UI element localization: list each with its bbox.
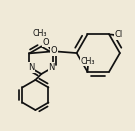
Text: CH₃: CH₃ bbox=[81, 57, 95, 66]
Text: CH₃: CH₃ bbox=[33, 29, 47, 38]
Text: O: O bbox=[50, 46, 57, 55]
Text: N: N bbox=[48, 63, 55, 72]
Text: O: O bbox=[43, 38, 49, 47]
Text: N: N bbox=[28, 63, 34, 72]
Text: Cl: Cl bbox=[114, 31, 123, 39]
